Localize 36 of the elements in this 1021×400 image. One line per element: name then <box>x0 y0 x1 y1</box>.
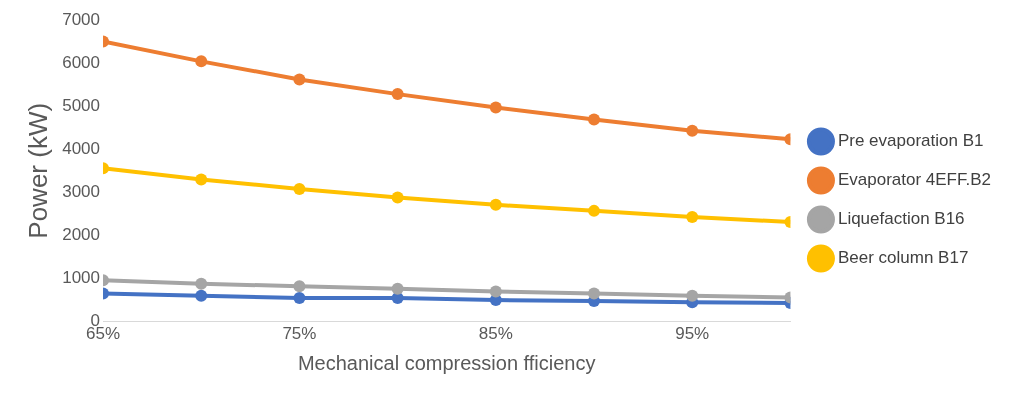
y-tick-label: 4000 <box>62 138 101 158</box>
legend-label: Liquefaction B16 <box>837 209 965 229</box>
point <box>195 289 208 302</box>
point <box>391 88 404 101</box>
y-tick-label: 5000 <box>62 95 101 115</box>
point <box>489 101 502 114</box>
y-tick-label: 7000 <box>62 9 101 29</box>
y-tick-label: 3000 <box>62 182 101 202</box>
point <box>293 182 306 195</box>
y-tick-label: 6000 <box>62 52 101 72</box>
point <box>489 198 502 211</box>
y-tick-label: 2000 <box>62 225 101 245</box>
x-tick-label: 75% <box>282 324 317 344</box>
point <box>391 282 404 295</box>
legend-label: Evaporator 4EFF.B2 <box>837 170 991 190</box>
point <box>195 55 208 68</box>
point <box>588 113 601 126</box>
point <box>489 285 502 298</box>
y-tick-label: 1000 <box>62 268 101 288</box>
point <box>293 280 306 293</box>
point <box>195 277 208 290</box>
point <box>391 191 404 204</box>
x-axis-title: Mechanical compression fficiency <box>297 351 596 374</box>
point <box>588 287 601 300</box>
point <box>588 204 601 217</box>
legend-label: Pre evaporation B1 <box>837 131 984 151</box>
y-axis-title: Power (kW) <box>22 102 53 239</box>
point <box>686 289 699 302</box>
point <box>686 210 699 223</box>
point <box>293 73 306 86</box>
x-tick-label: 95% <box>675 324 710 344</box>
point <box>686 124 699 137</box>
point <box>195 173 208 186</box>
point <box>293 291 306 304</box>
x-tick-label: 85% <box>478 324 513 344</box>
legend-label: Beer column B17 <box>837 248 969 268</box>
